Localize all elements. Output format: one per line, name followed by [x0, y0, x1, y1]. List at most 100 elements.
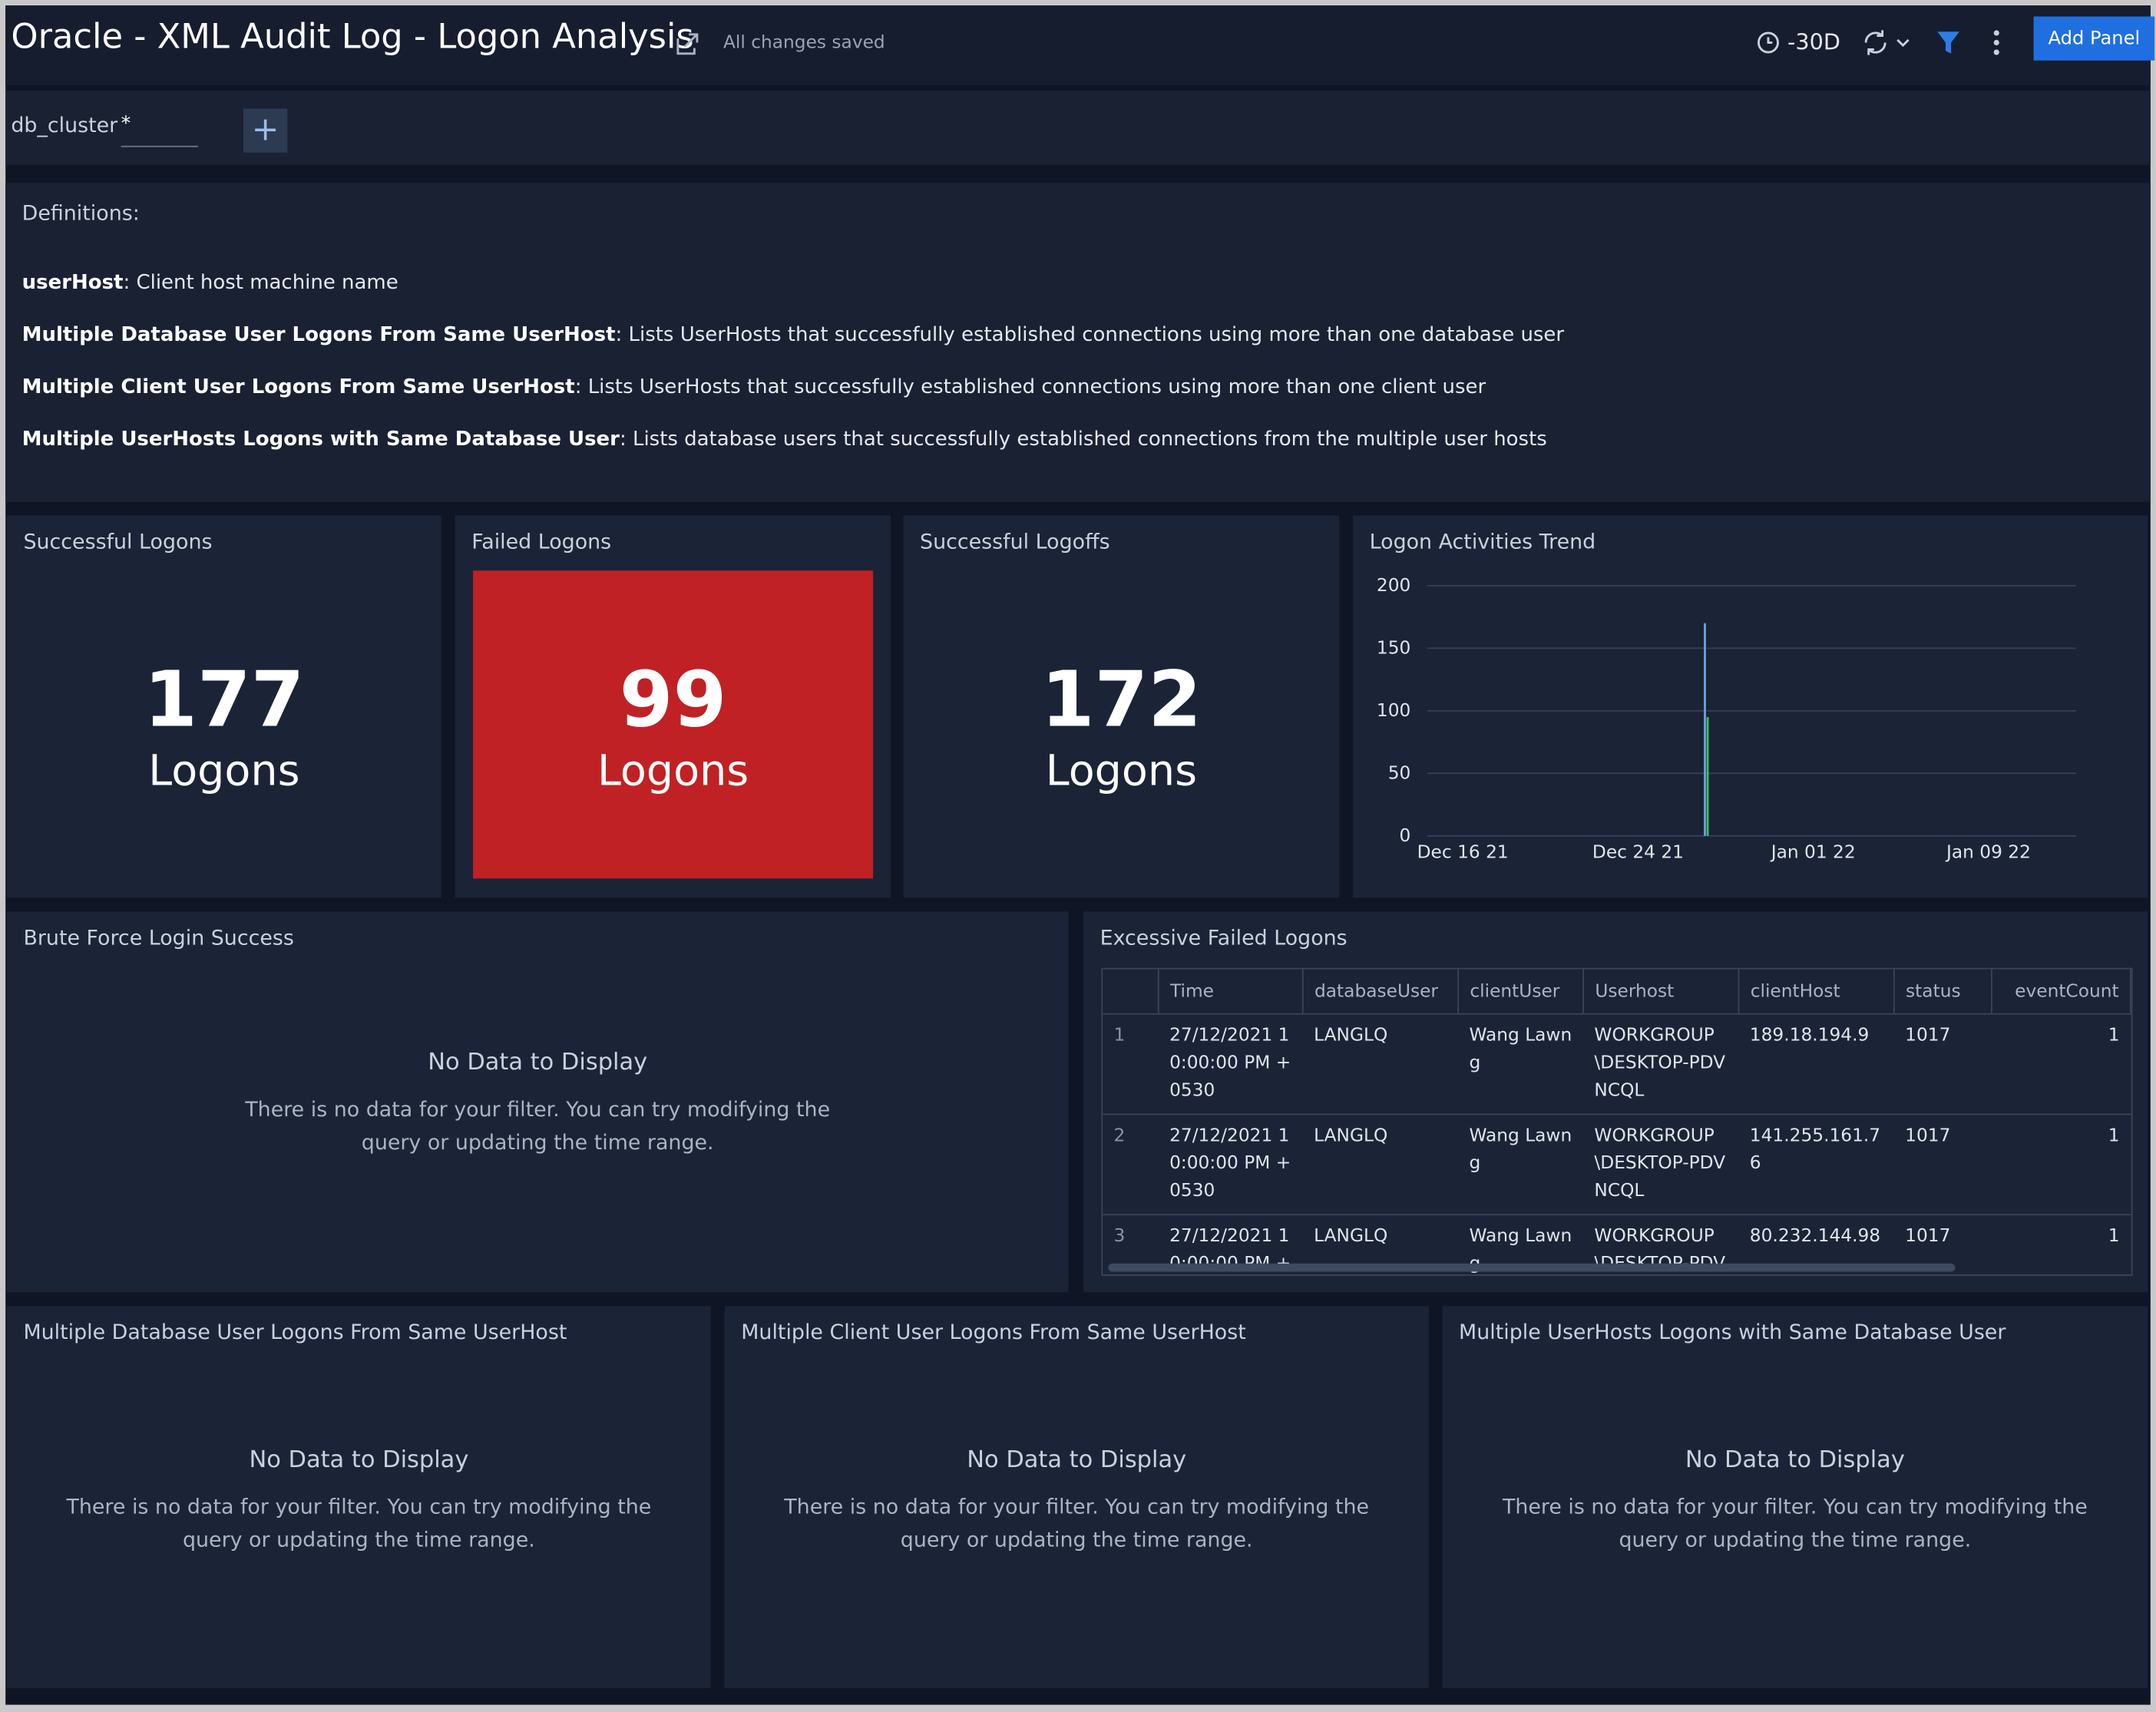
- definition: Multiple Client User Logons From Same Us…: [22, 377, 1486, 399]
- table-cell: Wang Lawng: [1458, 1113, 1584, 1215]
- definition-text: : Lists UserHosts that successfully esta…: [615, 324, 1565, 347]
- empty-title: No Data to Display: [428, 1049, 648, 1077]
- panel-title: Multiple Database User Logons From Same …: [23, 1320, 567, 1345]
- bar: [1706, 716, 1709, 836]
- table-cell: 1: [1991, 1214, 2131, 1275]
- y-tick-label: 50: [1388, 762, 1411, 783]
- title: Oracle - XML Audit Log - Logon Analysis: [11, 16, 694, 57]
- y-tick-label: 200: [1377, 575, 1410, 596]
- stat-unit: Logons: [597, 746, 749, 796]
- filter-icon[interactable]: [1936, 29, 1960, 57]
- table-cell: 141.255.161.76: [1738, 1113, 1894, 1215]
- column-header: databaseUser: [1302, 969, 1460, 1014]
- stat-box: 99 Logons: [473, 570, 874, 879]
- stat-box: 172 Logons: [921, 570, 1321, 879]
- empty-text: There is no data for your filter. You ca…: [66, 1494, 652, 1552]
- filter-value[interactable]: *: [121, 113, 198, 147]
- trend-panel: Logon Activities Trend 0 50 100 150 200 Dec 1…: [1353, 515, 2148, 898]
- definition: Multiple Database User Logons From Same …: [22, 325, 1564, 347]
- column-header: clientUser: [1458, 969, 1585, 1014]
- table-cell: 1017: [1893, 1013, 1992, 1115]
- empty-text: There is no data for your filter. You ca…: [784, 1494, 1370, 1552]
- definition-text: : Lists database users that successfully…: [619, 428, 1547, 451]
- column-header: status: [1893, 969, 1992, 1014]
- stat-panel: Successful Logoffs 172 Logons: [903, 515, 1340, 898]
- empty-title: No Data to Display: [1685, 1446, 1905, 1474]
- table-cell: 1017: [1893, 1113, 1992, 1215]
- table-cell: 27/12/2021 10:00:00 PM +0530: [1158, 1113, 1303, 1215]
- panel-title: Excessive Failed Logons: [1099, 925, 1348, 950]
- definition-term: Multiple Client User Logons From Same Us…: [21, 376, 575, 399]
- stat-panel: Successful Logons 177 Logons: [6, 515, 441, 898]
- column-header: Userhost: [1583, 969, 1740, 1014]
- x-tick-label: Dec 24 21: [1592, 841, 1684, 862]
- brute-force-panel: Brute Force Login Success No Data to Dis…: [6, 911, 1069, 1293]
- definition: userHost: Client host machine name: [22, 273, 398, 295]
- table-panel: Excessive Failed Logons Time databaseUser…: [1083, 911, 2148, 1293]
- table-cell: 1: [1991, 1013, 2131, 1115]
- definitions-title: Definitions:: [21, 200, 140, 226]
- panel-title: Multiple UserHosts Logons with Same Data…: [1459, 1320, 2006, 1345]
- panel-title: Multiple Client User Logons From Same Us…: [741, 1320, 1246, 1345]
- header: Oracle - XML Audit Log - Logon Analysis …: [5, 5, 2155, 86]
- x-tick-label: Dec 16 21: [1417, 841, 1509, 862]
- bar: [1704, 623, 1706, 836]
- row-number: 1: [1103, 1013, 1159, 1115]
- definition-text: : Lists UserHosts that successfully esta…: [574, 376, 1486, 399]
- refresh-icon[interactable]: [1860, 28, 1921, 58]
- filter-bar: db_cluster * +: [5, 91, 2151, 165]
- row-number-header: [1103, 969, 1159, 1014]
- clock-icon[interactable]: [1756, 30, 1781, 55]
- empty-state: No Data to Display There is no data for y…: [7, 1446, 711, 1556]
- table-row: 1 27/12/2021 10:00:00 PM +0530 LANGLQ Wang …: [1103, 1013, 2131, 1115]
- save-status: All changes saved: [723, 32, 885, 54]
- table-cell: LANGLQ: [1302, 1113, 1459, 1215]
- share-icon[interactable]: [673, 30, 701, 58]
- empty-panel: Multiple UserHosts Logons with Same Data…: [1442, 1306, 2148, 1689]
- definition-text: : Client host machine name: [123, 272, 398, 295]
- stat-value: 99: [619, 656, 727, 745]
- stat-unit: Logons: [1045, 746, 1198, 796]
- stat-box: 177 Logons: [25, 570, 424, 879]
- panel-title: Successful Logoffs: [920, 529, 1110, 554]
- table-cell: 27/12/2021 10:00:00 PM +0530: [1158, 1013, 1303, 1115]
- empty-state: No Data to Display There is no data for y…: [1443, 1446, 2148, 1556]
- table-row: 2 27/12/2021 10:00:00 PM +0530 LANGLQ Wang …: [1103, 1113, 2131, 1215]
- empty-state: No Data to Display There is no data for y…: [725, 1446, 1429, 1556]
- time-range[interactable]: -30D: [1787, 28, 1840, 55]
- x-tick-label: Jan 01 22: [1770, 841, 1856, 862]
- panel-title: Logon Activities Trend: [1369, 529, 1596, 554]
- definitions-panel: Definitions: userHost: Client host machi…: [5, 183, 2151, 502]
- column-header: Time: [1158, 969, 1304, 1014]
- table-cell: WORKGROUP\DESKTOP-PDVNCQL: [1583, 1013, 1739, 1115]
- panel-title: Brute Force Login Success: [23, 925, 294, 950]
- y-tick-label: 150: [1377, 638, 1410, 659]
- empty-text: There is no data for your filter. You ca…: [1502, 1494, 2088, 1552]
- definition-term: userHost: [21, 272, 124, 295]
- y-tick-label: 0: [1400, 825, 1411, 846]
- stat-panel: Failed Logons 99 Logons: [455, 515, 891, 898]
- table-wrap: Time databaseUser clientUser Userhost client…: [1101, 967, 2133, 1276]
- header-row: Time databaseUser clientUser Userhost client…: [1103, 969, 2131, 1014]
- stat-unit: Logons: [148, 746, 300, 796]
- empty-panel: Multiple Client User Logons From Same Us…: [724, 1306, 1429, 1689]
- stat-value: 172: [1040, 656, 1202, 745]
- filter-name: db_cluster: [11, 112, 118, 138]
- add-panel-button[interactable]: Add Panel: [2033, 16, 2155, 61]
- table-cell: Wang Lawng: [1458, 1013, 1584, 1115]
- panel-title: Failed Logons: [471, 529, 612, 554]
- scrollbar: [1108, 1263, 1956, 1272]
- panel-title: Successful Logons: [23, 529, 213, 554]
- column-header: clientHost: [1738, 969, 1895, 1014]
- x-tick-label: Jan 09 22: [1945, 841, 2031, 862]
- definition: Multiple UserHosts Logons with Same Data…: [22, 429, 1547, 451]
- trend-chart: 0 50 100 150 200 Dec 16 21 Dec 24 21 Jan 01 22 J…: [1377, 575, 2077, 862]
- column-header: eventCount: [1991, 969, 2131, 1014]
- menu-icon[interactable]: [1991, 28, 2002, 58]
- add-filter-button[interactable]: +: [243, 108, 288, 153]
- y-tick-label: 100: [1377, 700, 1410, 721]
- empty-title: No Data to Display: [967, 1446, 1187, 1474]
- empty-panel: Multiple Database User Logons From Same …: [6, 1306, 711, 1689]
- table-cell: WORKGROUP\DESKTOP-PDVNCQL: [1583, 1113, 1739, 1215]
